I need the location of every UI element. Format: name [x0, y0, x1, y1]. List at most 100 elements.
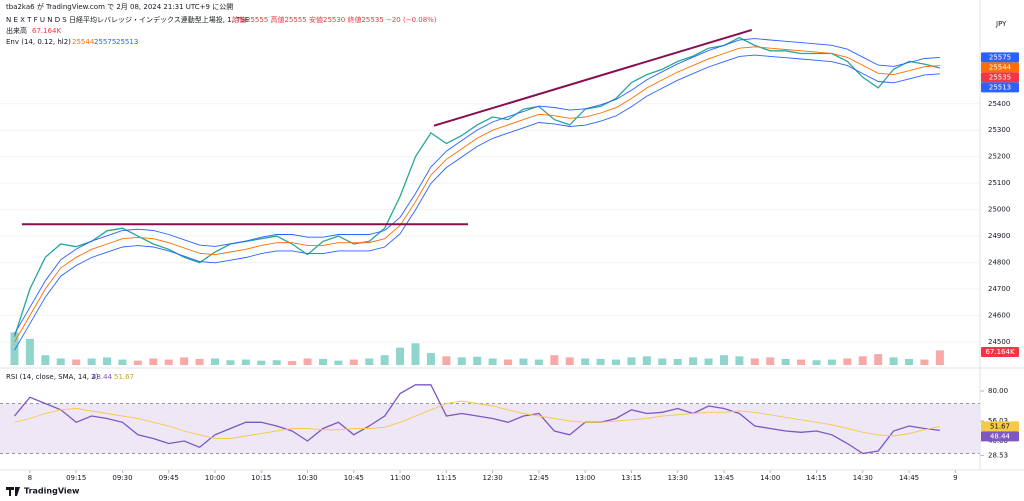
x-tick-label: 13:45 [714, 474, 734, 482]
tradingview-logo [6, 487, 20, 496]
series-line [14, 400, 940, 439]
x-tick-label: 11:00 [390, 474, 410, 482]
volume-bar [534, 359, 543, 365]
y-tick-label: 25400 [988, 100, 1010, 108]
volume-bar [920, 359, 929, 365]
volume-bar [504, 359, 513, 365]
price-tag [981, 52, 1019, 63]
x-tick-label: 10:45 [344, 474, 364, 482]
price-tag-label: 51.67 [990, 422, 1010, 430]
env-label: Env (14, 0.12, hl2) [6, 38, 71, 46]
x-tick-label: 12:30 [483, 474, 503, 482]
env-upper: 25575 [94, 38, 116, 46]
volume-bar [612, 359, 621, 365]
volume-bar [874, 354, 883, 365]
volume-bar [349, 359, 358, 365]
volume-tag-label: 67.164K [985, 348, 1014, 356]
volume-bar [318, 358, 327, 365]
volume-bar [827, 359, 836, 365]
y-tick-label: 25000 [988, 206, 1010, 214]
volume-bar [488, 358, 497, 365]
x-tick-label: 10:30 [297, 474, 317, 482]
y-tick-label: 25100 [988, 179, 1010, 187]
volume-bar [103, 357, 112, 365]
x-tick-label: 14:30 [853, 474, 873, 482]
x-tick-label: 09:15 [66, 474, 86, 482]
symbol: N E X T F U N D S 日経平均レバレッジ・インデックス連動型上場投… [6, 15, 249, 24]
volume-bar [149, 358, 158, 365]
x-tick-label: 09:45 [159, 474, 179, 482]
volume-bar [411, 343, 420, 365]
volume-bar [642, 356, 651, 365]
volume-bar [858, 356, 867, 365]
rsi-sma-value: 51.67 [114, 373, 134, 381]
volume-bar [735, 356, 744, 365]
volume-bar [10, 332, 19, 365]
ohlc: 始値25555 高値25555 安値25530 終値25535 −20 (−0.… [232, 15, 437, 24]
volume-bar [658, 358, 667, 365]
y-tick-label: 24500 [988, 338, 1010, 346]
price-tag-label: 25535 [989, 73, 1011, 81]
price-tag-label: 25513 [989, 83, 1011, 91]
volume-bar [87, 358, 96, 365]
series-line [13, 384, 940, 455]
volume-bar [133, 360, 142, 365]
volume-bar [272, 360, 281, 365]
y-tick-label: 24600 [988, 312, 1010, 320]
volume-bar [118, 359, 127, 365]
x-tick-label: 13:15 [621, 474, 641, 482]
volume-bar [303, 358, 312, 365]
volume-bar [257, 360, 266, 365]
x-tick-label: 13:30 [668, 474, 688, 482]
x-tick-label: 11:15 [436, 474, 456, 482]
volume-bar [288, 361, 297, 365]
trend-line [433, 28, 753, 127]
volume-bar [812, 360, 821, 365]
volume-bar [627, 357, 636, 365]
volume-bar [56, 358, 65, 365]
volume-bar [843, 358, 852, 365]
volume-value: 67.164K [32, 27, 61, 35]
volume-bar [596, 358, 605, 365]
volume-bar [426, 353, 435, 365]
x-tick-label: 14:15 [806, 474, 826, 482]
volume-tag [981, 347, 1019, 357]
volume-bar [473, 356, 482, 365]
price-tag [981, 62, 1019, 73]
x-tick-label: 10:00 [205, 474, 225, 482]
x-tick-label: 9 [953, 474, 957, 482]
volume-bar [889, 357, 898, 365]
y-tick-label: 24900 [988, 232, 1010, 240]
series-line [13, 36, 941, 337]
volume-bar [164, 359, 173, 365]
volume-label: 出来高 [6, 26, 27, 35]
volume-bar [781, 358, 790, 365]
y-tick-label: 25300 [988, 126, 1010, 134]
price-tag [981, 72, 1019, 83]
x-tick-label: 8 [28, 474, 32, 482]
volume-bar [581, 358, 590, 365]
price-tag [981, 421, 1019, 432]
y-tick-label: 24700 [988, 285, 1010, 293]
volume-bar [565, 357, 574, 365]
volume-bar [457, 357, 466, 365]
currency[interactable]: JPY [995, 20, 1007, 28]
x-tick-label: 14:45 [899, 474, 919, 482]
volume-bar [766, 357, 775, 365]
price-tag-label: 48.44 [990, 432, 1011, 440]
env-basis: 25544 [72, 38, 95, 46]
volume-bar [41, 355, 50, 365]
y-tick-label: 28.53 [988, 451, 1008, 459]
volume-bar [550, 355, 559, 365]
volume-bar [380, 355, 389, 365]
volume-bar [72, 359, 81, 365]
rsi-title: RSI (14, close, SMA, 14, 2) [6, 373, 99, 381]
y-tick-label: 80.00 [988, 387, 1008, 395]
env-lower: 25513 [116, 38, 138, 46]
x-tick-label: 09:30 [112, 474, 132, 482]
volume-bar [519, 358, 528, 365]
series-line [14, 54, 940, 351]
volume-bar [241, 359, 250, 365]
published-note: tba2ka6 が TradingView.com で 2月 08, 2024 … [6, 2, 233, 11]
